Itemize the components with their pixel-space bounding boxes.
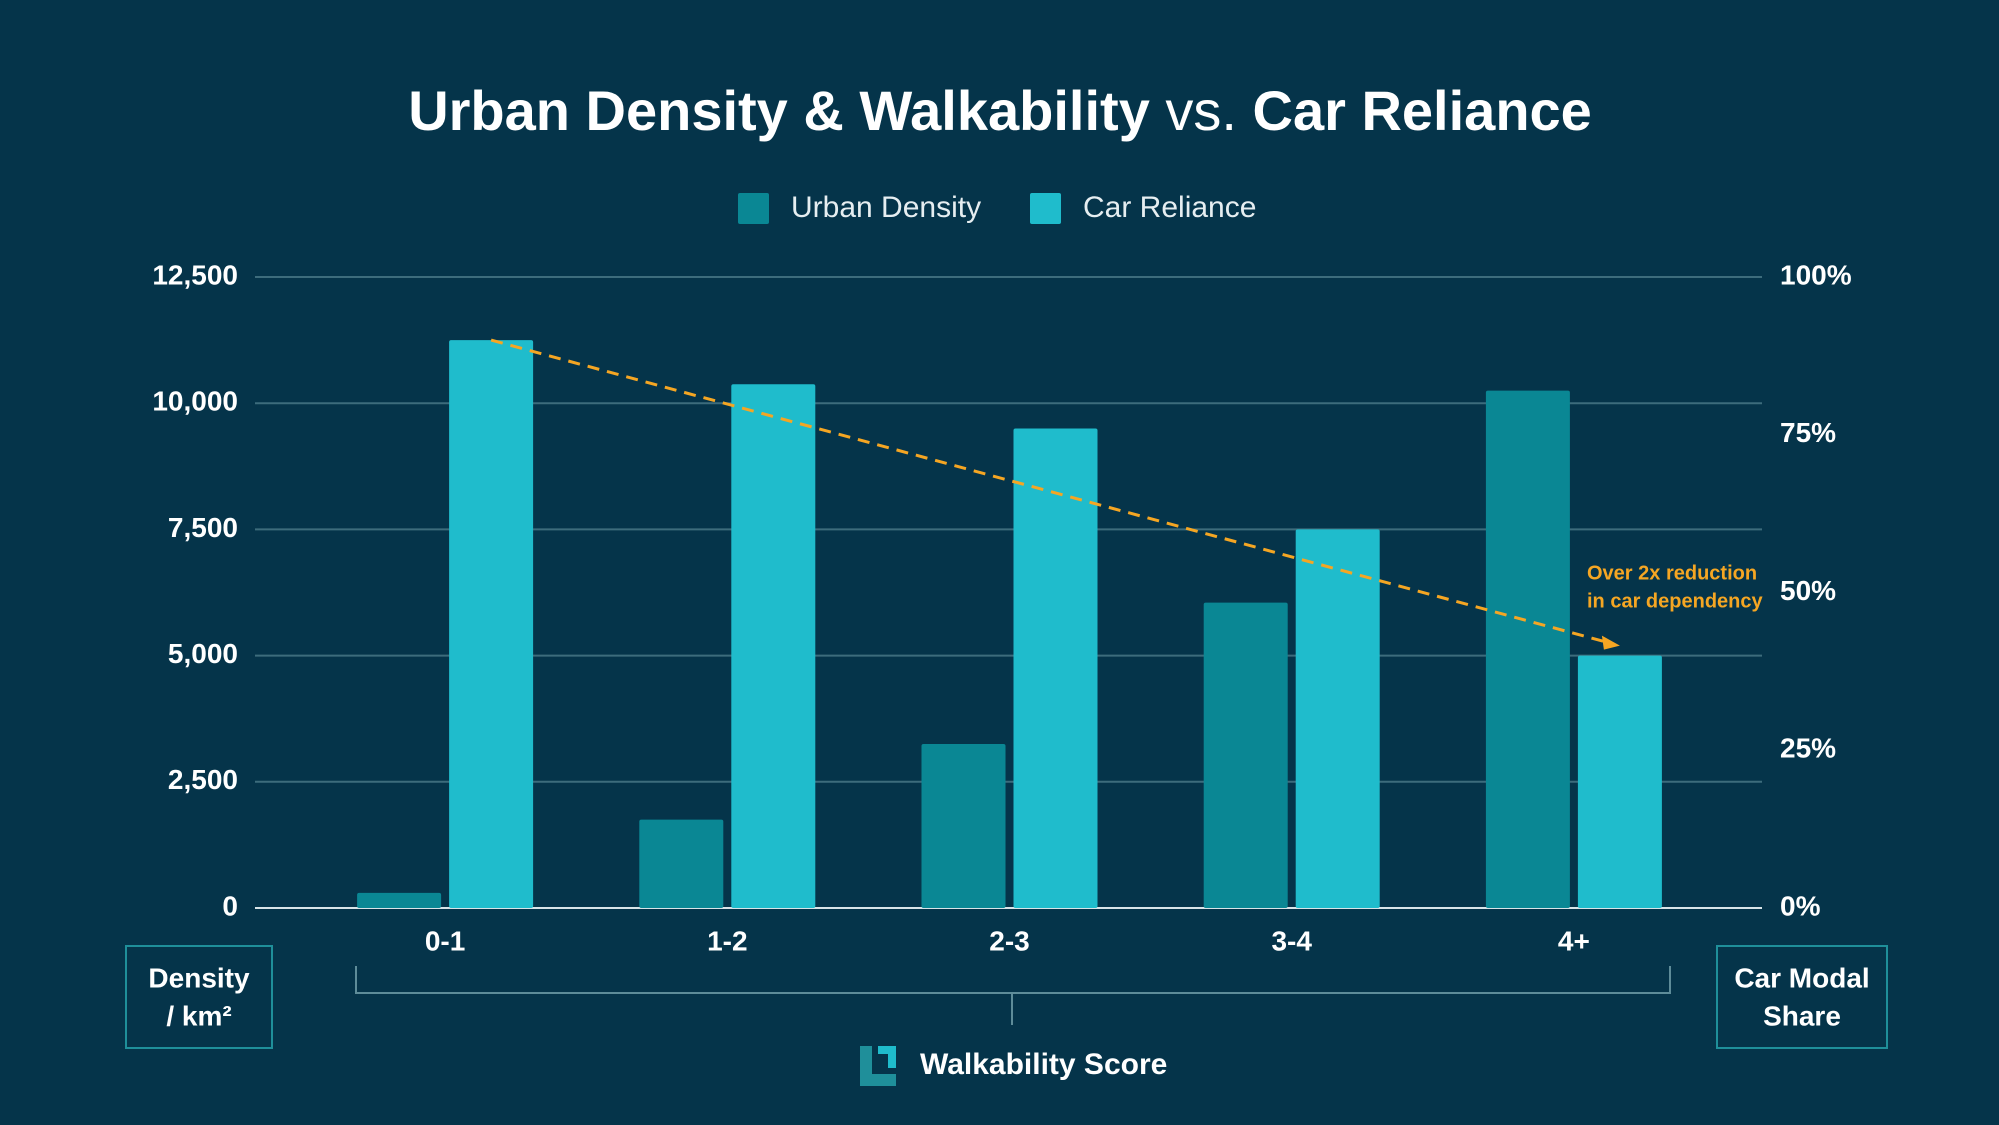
bar: [639, 819, 724, 908]
legend-label: Urban Density: [791, 191, 981, 224]
y2-tick-label: 25%: [1780, 733, 1836, 764]
y2-tick-label: 50%: [1780, 575, 1836, 606]
trend-line: [490, 338, 1613, 646]
y-label-box: [125, 945, 273, 1049]
bar: [1013, 428, 1098, 908]
annotation: Over 2x reduction: [1587, 562, 1757, 584]
x-tick-label: 1-2: [707, 925, 747, 956]
y2-label-box: [1716, 945, 1888, 1049]
chart-title: Urban Density & Walkability vs. Car Reli…: [408, 79, 1592, 142]
bar: [1577, 655, 1662, 908]
y-tick-label: 2,500: [168, 764, 238, 795]
y2-tick-label: 75%: [1780, 417, 1836, 448]
title-part: Urban Density & Walkability: [408, 79, 1150, 142]
bar: [357, 892, 442, 908]
y2-axis-label: Car Modal: [1734, 962, 1869, 993]
x-bracket: [355, 966, 1671, 1025]
bar: [1485, 390, 1570, 909]
y-tick-label: 12,500: [152, 259, 238, 290]
y2-tick-label: 0%: [1780, 890, 1821, 921]
y-tick-label: 10,000: [152, 386, 238, 417]
y-tick-label: 7,500: [168, 512, 238, 543]
title-part: Car Reliance: [1253, 79, 1592, 142]
annotation: in car dependency: [1587, 590, 1763, 612]
x-axis-label: Walkability Score: [920, 1048, 1167, 1081]
legend-label: Car Reliance: [1083, 191, 1256, 224]
legend-swatch: [738, 193, 769, 224]
y2-tick-label: 100%: [1780, 259, 1852, 290]
legend-swatch: [1030, 193, 1061, 224]
bar: [1203, 602, 1288, 908]
y2-axis-label: Share: [1763, 1000, 1841, 1031]
y-tick-label: 0: [222, 890, 238, 921]
x-tick-label: 2-3: [989, 925, 1029, 956]
y-axis-label: / km²: [166, 1000, 231, 1031]
bar: [921, 743, 1006, 908]
y-tick-label: 5,000: [168, 638, 238, 669]
y-axis-label: Density: [148, 962, 250, 993]
x-tick-label: 0-1: [425, 925, 465, 956]
bar: [731, 384, 816, 908]
title-part: vs.: [1165, 79, 1237, 142]
bar: [1295, 529, 1380, 908]
x-tick-label: 3-4: [1271, 925, 1312, 956]
trend-arrow: [1601, 635, 1620, 650]
x-tick-label: 4+: [1558, 925, 1590, 956]
x-label-icon: [860, 1046, 896, 1086]
bar: [449, 340, 534, 909]
